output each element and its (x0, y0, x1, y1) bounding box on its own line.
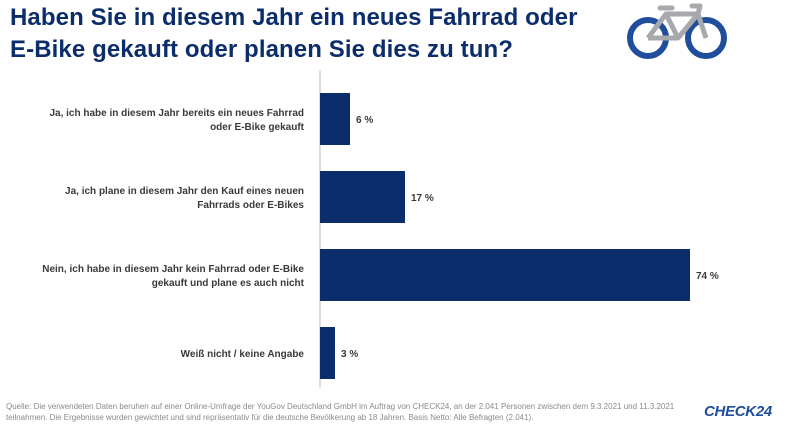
value-label-4: 3 % (341, 349, 358, 360)
bar-chart: 6 % Ja, ich habe in diesem Jahr bereits e… (42, 70, 719, 388)
bicycle-icon (627, 3, 727, 59)
bar-3 (320, 249, 690, 301)
category-label-4: Weiß nicht / keine Angabe (181, 349, 305, 360)
value-label-1: 6 % (356, 115, 373, 126)
category-label-2: Ja, ich plane in diesem Jahr den Kauf ei… (65, 186, 304, 211)
category-label-1: Ja, ich habe in diesem Jahr bereits ein … (49, 108, 304, 133)
value-label-3: 74 % (696, 271, 719, 282)
check24-logo: CHECK24 (704, 403, 772, 420)
category-label-3: Nein, ich habe in diesem Jahr kein Fahrr… (42, 264, 304, 289)
bar-2 (320, 171, 405, 223)
chart-title: Haben Sie in diesem Jahr ein neues Fahrr… (10, 2, 610, 66)
bar-1 (320, 93, 350, 145)
bar-4 (320, 327, 335, 379)
chart-title-line-2: E-Bike gekauft oder planen Sie dies zu t… (10, 36, 514, 63)
source-note: Quelle: Die verwendeten Daten beruhen au… (6, 402, 675, 422)
value-label-2: 17 % (411, 193, 434, 204)
chart-title-line-1: Haben Sie in diesem Jahr ein neues Fahrr… (10, 4, 578, 31)
